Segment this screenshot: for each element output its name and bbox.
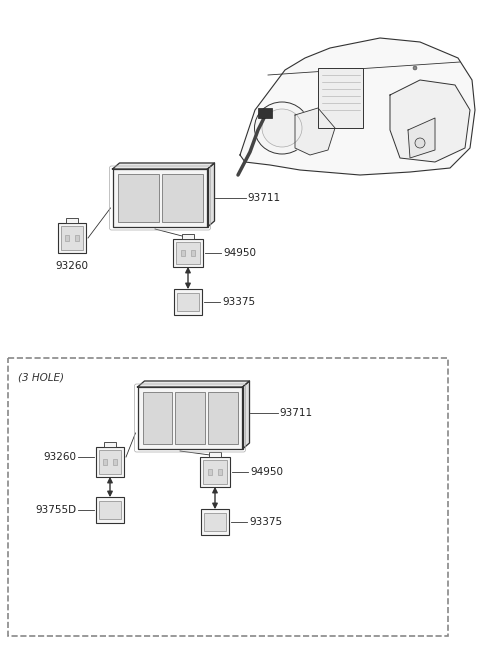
Polygon shape	[112, 163, 215, 169]
Bar	[177, 293, 199, 311]
Text: 93755D: 93755D	[35, 505, 76, 515]
Text: 93711: 93711	[279, 408, 312, 418]
Bar	[161, 174, 203, 222]
Bar	[258, 108, 272, 118]
Bar	[209, 452, 221, 457]
Bar	[103, 459, 108, 465]
Bar	[200, 457, 230, 487]
Text: 93260: 93260	[43, 452, 76, 462]
Bar	[58, 223, 86, 253]
Polygon shape	[390, 80, 470, 162]
Ellipse shape	[254, 102, 310, 154]
Bar	[118, 174, 158, 222]
Bar	[182, 234, 194, 239]
Bar	[143, 392, 172, 444]
Bar	[203, 460, 227, 484]
Ellipse shape	[262, 109, 302, 147]
Bar	[96, 447, 124, 477]
Bar	[208, 392, 238, 444]
Text: 93260: 93260	[56, 261, 88, 271]
Bar	[204, 513, 226, 531]
Text: 93375: 93375	[249, 517, 282, 527]
Bar	[208, 469, 212, 475]
Bar	[218, 469, 222, 475]
Text: 94950: 94950	[250, 467, 283, 477]
Bar	[61, 226, 83, 250]
Bar	[65, 235, 69, 241]
Bar	[105, 442, 116, 447]
Bar	[318, 68, 363, 128]
Bar	[174, 289, 202, 315]
Bar	[75, 235, 79, 241]
Bar	[201, 509, 229, 535]
Bar	[181, 250, 185, 256]
Bar	[176, 242, 200, 264]
Bar	[137, 387, 242, 449]
Bar	[99, 501, 121, 519]
Text: (3 HOLE): (3 HOLE)	[18, 372, 64, 382]
Circle shape	[415, 138, 425, 148]
Polygon shape	[295, 108, 335, 155]
Bar	[113, 459, 117, 465]
Bar	[175, 392, 205, 444]
Text: 93375: 93375	[222, 297, 255, 307]
Polygon shape	[207, 163, 215, 227]
Bar	[66, 218, 78, 223]
Text: 94950: 94950	[223, 248, 256, 258]
Text: 93711: 93711	[248, 193, 281, 203]
Bar	[99, 450, 121, 474]
Polygon shape	[137, 381, 250, 387]
Bar	[191, 250, 195, 256]
Circle shape	[413, 66, 417, 70]
Polygon shape	[408, 118, 435, 158]
Bar	[112, 169, 207, 227]
Bar	[96, 497, 124, 523]
Polygon shape	[242, 381, 250, 449]
Polygon shape	[240, 38, 475, 175]
Bar	[173, 239, 203, 267]
